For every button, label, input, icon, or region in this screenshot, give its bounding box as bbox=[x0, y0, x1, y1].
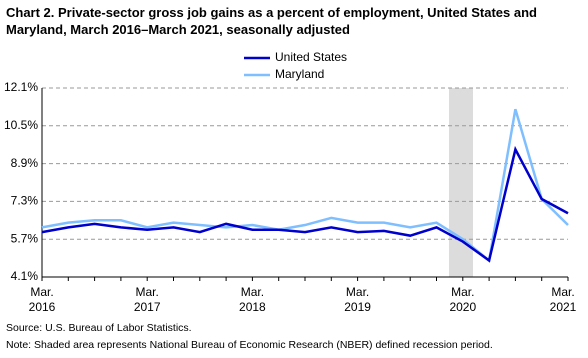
chart-title: Chart 2. Private-sector gross job gains … bbox=[6, 5, 537, 37]
y-tick-label: 7.3% bbox=[11, 194, 39, 208]
x-tick-label: Mar. 2017 bbox=[133, 285, 161, 314]
x-tick-label: Mar. 2016 bbox=[28, 285, 56, 314]
y-tick-label: 8.9% bbox=[11, 156, 39, 170]
series-line bbox=[41, 108, 569, 263]
legend-label: United States bbox=[275, 50, 347, 64]
x-tick-label: Mar. 2018 bbox=[239, 285, 266, 314]
legend-label: Maryland bbox=[275, 67, 324, 81]
series-line bbox=[41, 145, 569, 263]
x-tick-label: Mar. 2021 bbox=[549, 285, 577, 314]
y-tick-label: 5.7% bbox=[11, 231, 39, 245]
recession-shade bbox=[449, 88, 473, 277]
y-tick-label: 12.1% bbox=[4, 80, 38, 94]
source: Source: U.S. Bureau of Labor Statistics. bbox=[6, 322, 192, 334]
y-tick-label: 10.5% bbox=[4, 118, 38, 132]
note: Note: Shaded area represents National Bu… bbox=[6, 339, 493, 351]
x-tick-label: Mar. 2019 bbox=[344, 285, 371, 314]
x-tick-label: Mar. 2020 bbox=[449, 285, 477, 314]
y-tick-label: 4.1% bbox=[11, 269, 39, 283]
